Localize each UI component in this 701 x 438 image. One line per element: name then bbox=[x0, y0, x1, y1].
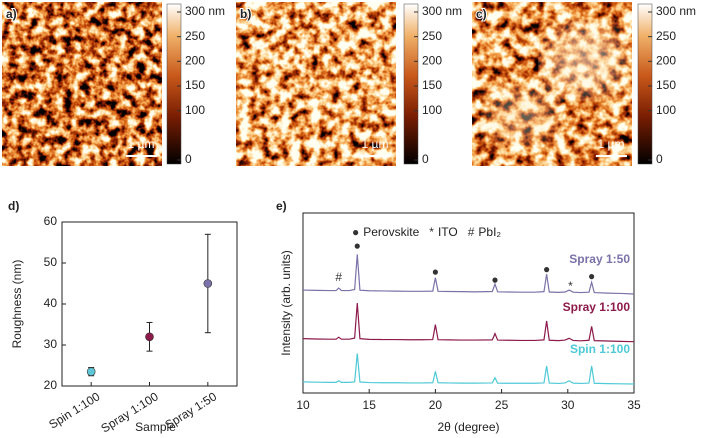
colorbar-tick-label: 0 bbox=[185, 152, 192, 166]
xrd-line bbox=[302, 302, 635, 343]
colorbar-tick-label: 0 bbox=[422, 152, 429, 166]
colorbar-tick-label: 300 nm bbox=[422, 4, 462, 18]
x-tick-label: 10 bbox=[296, 398, 310, 412]
colorbar-tick-label: 150 bbox=[185, 78, 205, 92]
x-axis-label: 2θ (degree) bbox=[437, 420, 499, 434]
scale-bar-label: 1 µm bbox=[598, 137, 625, 151]
bright-region bbox=[546, 26, 622, 94]
data-point bbox=[203, 279, 213, 288]
series-label: Spray 1:50 bbox=[569, 252, 630, 266]
y-tick-label: 20 bbox=[44, 378, 58, 392]
axis-frame bbox=[302, 212, 635, 394]
data-point bbox=[145, 332, 154, 342]
x-tick-label: 20 bbox=[429, 398, 443, 412]
scale-bar-label: 1 µm bbox=[128, 137, 155, 151]
colorbar bbox=[166, 3, 182, 165]
x-tick-label: Spray 1:50 bbox=[162, 389, 219, 432]
colorbar-tick-label: 150 bbox=[656, 78, 676, 92]
peak-marker: # bbox=[335, 270, 342, 284]
y-tick-label: 30 bbox=[44, 337, 58, 351]
x-tick-label: 35 bbox=[627, 398, 641, 412]
series-label: Spray 1:100 bbox=[563, 300, 631, 314]
legend-label: PbI₂ bbox=[478, 225, 501, 239]
scale-bar-label: 1 µm bbox=[362, 137, 389, 151]
colorbar-tick-label: 300 nm bbox=[185, 4, 225, 18]
colorbar-tick-label: 300 nm bbox=[656, 4, 696, 18]
x-tick-label: 15 bbox=[363, 398, 377, 412]
colorbar-tick-label: 250 bbox=[656, 29, 676, 43]
colorbar-tick-label: 200 bbox=[422, 54, 442, 68]
y-tick-label: 40 bbox=[44, 296, 58, 310]
y-tick-label: 50 bbox=[44, 255, 58, 269]
colorbar-tick-label: 250 bbox=[185, 29, 205, 43]
peak-marker: ● bbox=[543, 262, 550, 276]
panel-label: c) bbox=[476, 7, 487, 21]
legend-symbol: * bbox=[429, 225, 434, 239]
colorbar-tick-label: 100 bbox=[656, 103, 676, 117]
series-label: Spin 1:100 bbox=[570, 342, 630, 356]
panel-label: e) bbox=[276, 199, 287, 213]
x-tick-label: 25 bbox=[495, 398, 509, 412]
colorbar-tick-label: 150 bbox=[422, 78, 442, 92]
peak-marker: ● bbox=[354, 238, 361, 252]
x-tick-label: 30 bbox=[561, 398, 575, 412]
x-tick-label: Spin 1:100 bbox=[46, 389, 102, 431]
peak-marker: ● bbox=[491, 273, 498, 287]
y-axis-label: Roughness (nm) bbox=[10, 260, 24, 349]
colorbar-tick-label: 0 bbox=[656, 152, 663, 166]
panel-label: d) bbox=[8, 199, 19, 213]
colorbar-tick-label: 100 bbox=[422, 103, 442, 117]
colorbar bbox=[637, 3, 653, 165]
bright-region bbox=[488, 89, 556, 141]
afm-image bbox=[236, 2, 396, 166]
legend-label: ITO bbox=[438, 225, 458, 239]
x-axis-label: Sample bbox=[135, 420, 176, 434]
legend-symbol: # bbox=[468, 225, 475, 239]
legend-label: Perovskite bbox=[363, 225, 419, 239]
panel-label: b) bbox=[240, 7, 251, 21]
colorbar-tick-label: 200 bbox=[656, 54, 676, 68]
panel-label: a) bbox=[6, 7, 17, 21]
peak-marker: ● bbox=[432, 265, 439, 279]
data-point bbox=[86, 367, 96, 376]
colorbar-tick-label: 250 bbox=[422, 29, 442, 43]
peak-marker: ● bbox=[588, 269, 595, 283]
xrd-line bbox=[302, 353, 635, 385]
axis-frame bbox=[61, 221, 238, 387]
afm-image bbox=[2, 2, 162, 166]
colorbar bbox=[403, 3, 419, 165]
legend-symbol: ● bbox=[352, 225, 359, 239]
xrd-line bbox=[302, 254, 635, 295]
y-tick-label: 60 bbox=[44, 214, 58, 228]
colorbar-tick-label: 100 bbox=[185, 103, 205, 117]
y-axis-label: Intensity (arb. units) bbox=[279, 250, 293, 355]
peak-marker: * bbox=[568, 279, 573, 293]
colorbar-tick-label: 200 bbox=[185, 54, 205, 68]
